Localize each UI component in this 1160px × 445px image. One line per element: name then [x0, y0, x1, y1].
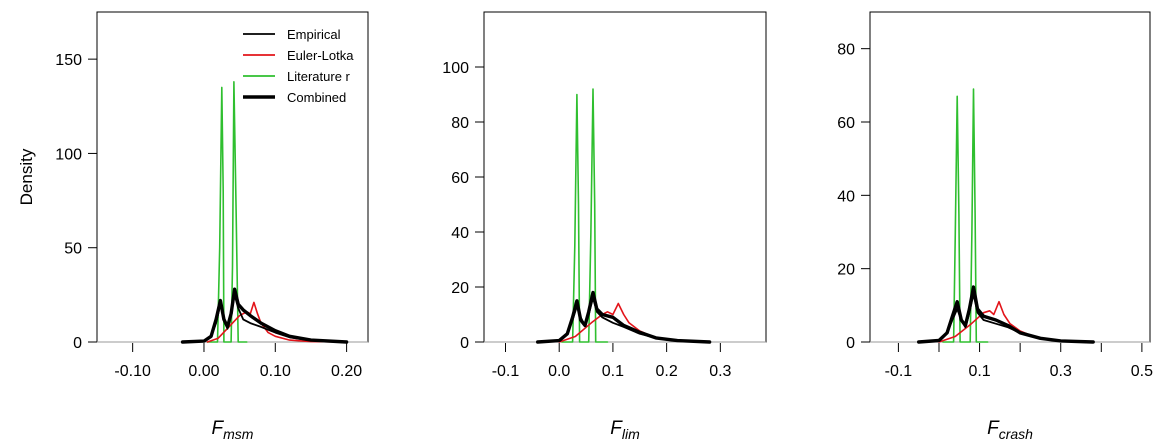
series-literature-r: [206, 81, 248, 343]
series-literature-r: [942, 88, 989, 343]
x-tick-label: 0.10: [260, 363, 291, 380]
series-euler-lotka: [206, 301, 348, 343]
y-tick-label: 100: [55, 146, 82, 163]
y-tick-label: 100: [442, 60, 469, 77]
x-tick-label: 0.0: [548, 363, 570, 380]
series-combined: [917, 285, 1095, 344]
y-tick-label: 0: [846, 335, 855, 352]
x-tick-label: -0.1: [885, 363, 913, 380]
legend-label: Euler-Lotka: [287, 48, 354, 63]
x-tick-label: 0.2: [656, 363, 678, 380]
x-tick-label: 0.00: [188, 363, 219, 380]
y-tick-label: 20: [451, 280, 469, 297]
y-tick-label: 50: [64, 241, 82, 258]
y-axis-title: Density: [17, 148, 36, 205]
x-tick-label: 0.3: [709, 363, 731, 380]
x-tick-label: 0.5: [1131, 363, 1153, 380]
x-axis-title: Fcrash: [987, 418, 1033, 442]
series-combined: [536, 290, 712, 344]
x-tick-label: -0.1: [492, 363, 520, 380]
chart-panel-1: -0.10 0.00 0.10 0.20 0 50 100 150 Density Fmsm Emp…: [17, 11, 369, 442]
x-axis-title: Fmsm: [212, 418, 254, 442]
x-tick-label: 0.1: [968, 363, 990, 380]
y-tick-label: 60: [837, 115, 855, 132]
y-tick-label: 40: [837, 188, 855, 205]
legend-label: Empirical: [287, 27, 341, 42]
legend: Empirical Euler-Lotka Literature r Combined: [243, 27, 354, 105]
y-tick-label: 80: [837, 42, 855, 59]
legend-label: Literature r: [287, 69, 351, 84]
y-tick-label: 60: [451, 170, 469, 187]
x-tick-label: 0.3: [1050, 363, 1072, 380]
y-tick-label: 40: [451, 225, 469, 242]
y-tick-label: 0: [73, 335, 82, 352]
x-tick-label: 0.20: [331, 363, 362, 380]
y-tick-label: 0: [460, 335, 469, 352]
y-tick-label: 150: [55, 52, 82, 69]
legend-label: Combined: [287, 90, 346, 105]
chart-panel-2: -0.1 0.0 0.1 0.2 0.3 0 20 40 60 80 100 Flim: [442, 11, 767, 442]
x-tick-label: -0.10: [114, 363, 151, 380]
y-tick-label: 80: [451, 115, 469, 132]
series-combined: [180, 287, 349, 344]
x-axis-title: Flim: [610, 418, 640, 442]
y-tick-label: 20: [837, 262, 855, 279]
chart-panel-3: -0.1 0.1 0.3 0.5 0 20 40 60 80 Fcrash: [837, 11, 1153, 442]
x-tick-label: 0.1: [602, 363, 624, 380]
